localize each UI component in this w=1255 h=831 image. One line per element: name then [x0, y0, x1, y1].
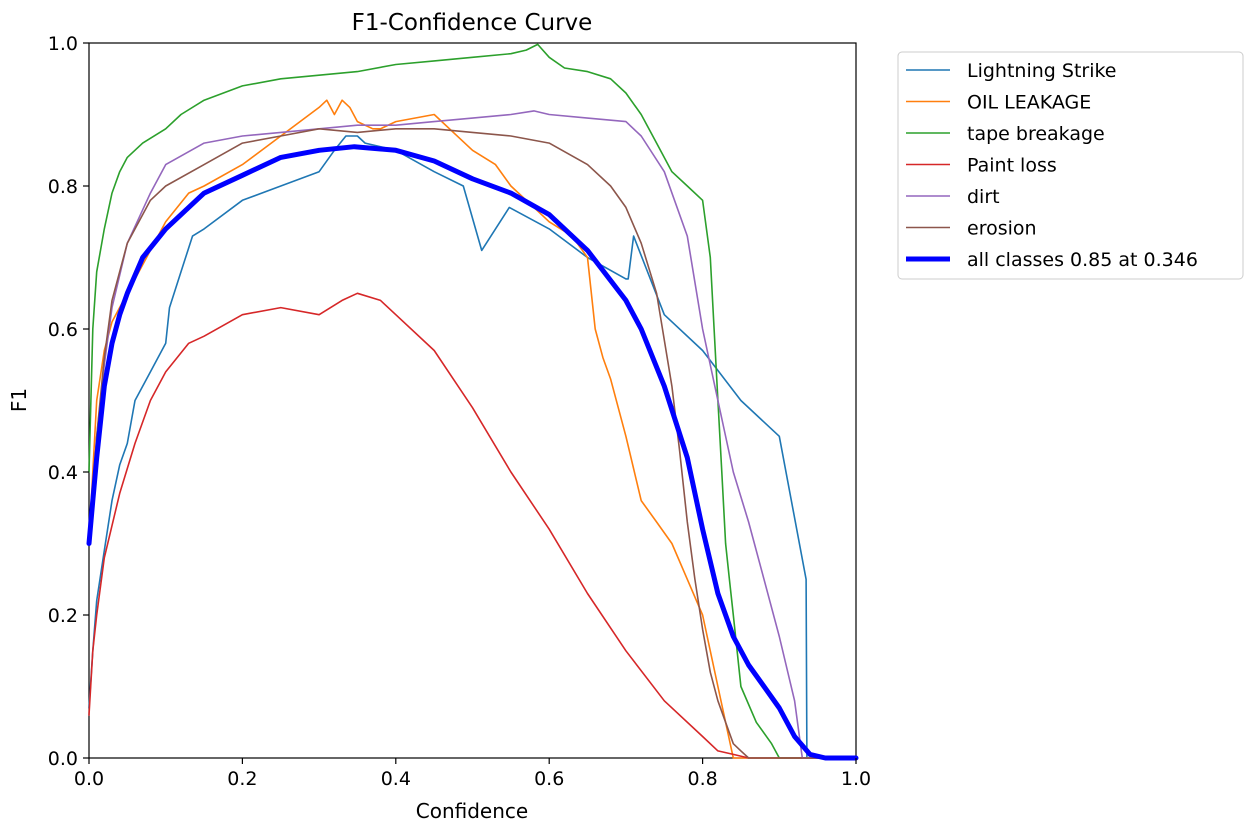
legend-label-tape-breakage: tape breakage: [967, 123, 1105, 145]
legend-label-erosion: erosion: [967, 218, 1037, 240]
x-tick-label: 0.0: [74, 768, 104, 790]
series-line-erosion: [88, 128, 857, 759]
x-axis-title: Confidence: [416, 799, 528, 823]
y-tick-label: 1.0: [48, 33, 78, 55]
x-axis-ticks: 0.0 0.2 0.4 0.6 0.8 1.0: [74, 758, 871, 790]
chart-title: F1-Confidence Curve: [352, 10, 593, 36]
x-tick-label: 1.0: [841, 768, 871, 790]
legend-label-dirt: dirt: [967, 186, 1000, 208]
x-tick-label: 0.8: [687, 768, 717, 790]
legend-frame: [897, 51, 1244, 280]
x-tick-label: 0.2: [227, 768, 257, 790]
y-tick-label: 0.8: [48, 176, 78, 198]
y-tick-label: 0.4: [48, 462, 78, 484]
series-line-lightning-strike: [88, 135, 857, 759]
y-axis-ticks: 0.0 0.2 0.4 0.6 0.8 1.0: [48, 33, 89, 770]
y-tick-label: 0.2: [48, 605, 78, 627]
plot-frame: [88, 42, 857, 759]
legend-label-lightning-strike: Lightning Strike: [967, 60, 1117, 82]
legend-label-all-classes-0-85-at-0-346: all classes 0.85 at 0.346: [967, 249, 1198, 271]
x-tick-label: 0.6: [534, 768, 564, 790]
y-tick-label: 0.0: [48, 748, 78, 770]
series-layer: [86, 43, 859, 761]
legend-items: Lightning Strike OIL LEAKAGE tape breakage…: [906, 60, 1198, 271]
series-line-all-classes-0-85-at-0-346: [86, 144, 859, 761]
plot-area: 0.0 0.2 0.4 0.6 0.8 1.0 0.0 0.2 0.4 0.6 0.8 1.0: [48, 33, 871, 790]
y-axis-title: F1: [7, 388, 31, 412]
legend: Lightning Strike OIL LEAKAGE tape breakage…: [897, 51, 1244, 280]
x-tick-label: 0.4: [381, 768, 411, 790]
series-line-tape-breakage: [88, 43, 857, 759]
legend-label-paint-loss: Paint loss: [967, 155, 1057, 177]
y-tick-label: 0.6: [48, 319, 78, 341]
series-line-dirt: [88, 110, 857, 759]
legend-label-oil-leakage: OIL LEAKAGE: [967, 92, 1091, 114]
series-line-paint-loss: [88, 292, 857, 759]
